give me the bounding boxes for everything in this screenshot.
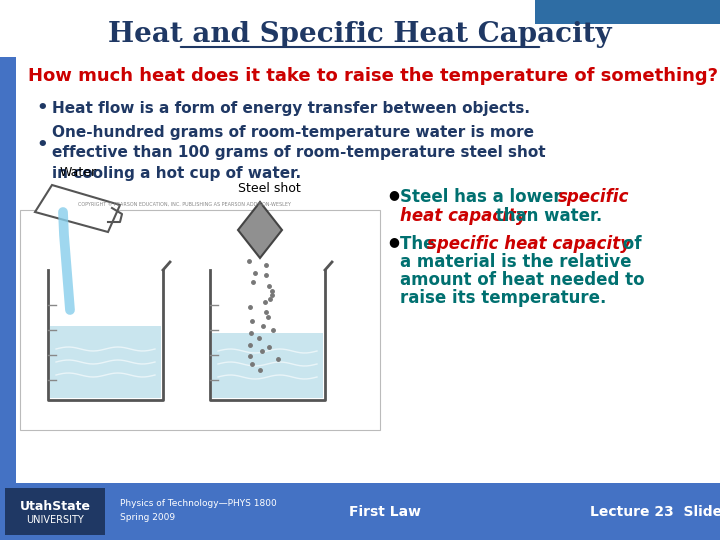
Text: than water.: than water. <box>490 207 602 225</box>
Text: UtahState: UtahState <box>19 500 91 512</box>
FancyBboxPatch shape <box>50 326 161 398</box>
Text: Heat flow is a form of energy transfer between objects.: Heat flow is a form of energy transfer b… <box>52 100 530 116</box>
Text: UNIVERSITY: UNIVERSITY <box>26 515 84 525</box>
FancyBboxPatch shape <box>212 333 323 398</box>
Text: specific heat capacity: specific heat capacity <box>427 235 631 253</box>
Text: One-hundred grams of room-temperature water is more
effective than 100 grams of : One-hundred grams of room-temperature wa… <box>52 125 546 181</box>
FancyBboxPatch shape <box>0 483 720 540</box>
Polygon shape <box>238 202 282 258</box>
Text: Spring 2009: Spring 2009 <box>120 514 175 523</box>
Text: of: of <box>617 235 642 253</box>
FancyBboxPatch shape <box>5 488 105 535</box>
Text: How much heat does it take to raise the temperature of something?: How much heat does it take to raise the … <box>28 67 718 85</box>
Text: raise its temperature.: raise its temperature. <box>400 289 606 307</box>
FancyBboxPatch shape <box>535 0 720 24</box>
Text: Steel has a lower: Steel has a lower <box>400 188 567 206</box>
Text: amount of heat needed to: amount of heat needed to <box>400 271 644 289</box>
Text: COPYRIGHT © PEARSON EDUCATION, INC. PUBLISHING AS PEARSON ADDISON-WESLEY: COPYRIGHT © PEARSON EDUCATION, INC. PUBL… <box>78 201 292 206</box>
Text: •: • <box>36 136 48 154</box>
Text: Steel shot: Steel shot <box>238 181 301 194</box>
Text: a material is the relative: a material is the relative <box>400 253 631 271</box>
Polygon shape <box>35 185 120 232</box>
Text: Water: Water <box>60 165 97 179</box>
Text: First Law: First Law <box>349 505 421 519</box>
Text: Lecture 23  Slide 18: Lecture 23 Slide 18 <box>590 505 720 519</box>
FancyBboxPatch shape <box>20 210 380 430</box>
Text: •: • <box>36 99 48 117</box>
FancyBboxPatch shape <box>0 57 16 483</box>
Text: Physics of Technology—PHYS 1800: Physics of Technology—PHYS 1800 <box>120 500 276 509</box>
Text: ●: ● <box>388 188 399 201</box>
Text: ●: ● <box>388 235 399 248</box>
Text: The: The <box>400 235 440 253</box>
Text: heat capacity: heat capacity <box>400 207 527 225</box>
Text: specific: specific <box>558 188 629 206</box>
Text: Heat and Specific Heat Capacity: Heat and Specific Heat Capacity <box>108 22 612 49</box>
